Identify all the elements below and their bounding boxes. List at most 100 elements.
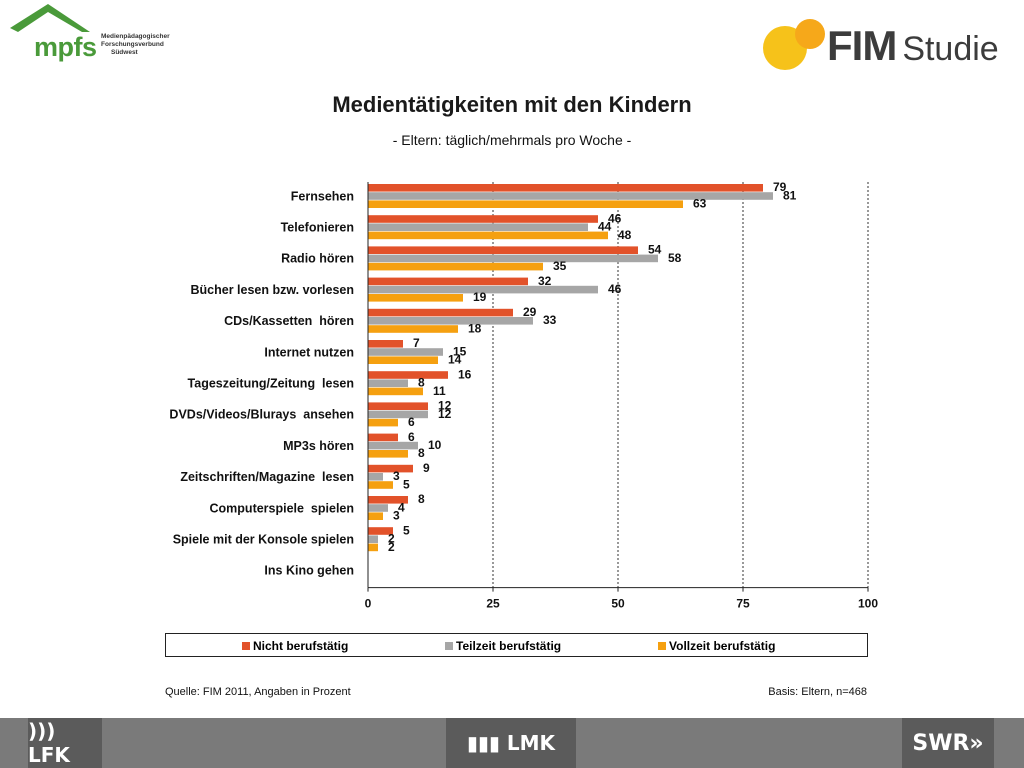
bar-chart: 798163Fernsehen464448Telefonieren545835R… bbox=[169, 180, 878, 611]
data-label: 29 bbox=[523, 305, 537, 319]
legend-swatch bbox=[445, 642, 453, 650]
bar bbox=[368, 433, 398, 442]
legend-label: Vollzeit berufstätig bbox=[669, 639, 776, 653]
bar bbox=[368, 441, 418, 450]
bar bbox=[368, 410, 428, 419]
bar bbox=[368, 262, 543, 271]
bar bbox=[368, 379, 408, 387]
bar bbox=[368, 325, 458, 333]
category-label: Radio hören bbox=[281, 252, 354, 266]
data-label: 35 bbox=[553, 259, 567, 273]
data-label: 8 bbox=[418, 446, 425, 460]
data-label: 44 bbox=[598, 220, 612, 234]
category-label: MP3s hören bbox=[283, 439, 354, 453]
category-label: Spiele mit der Konsole spielen bbox=[173, 533, 354, 547]
data-label: 9 bbox=[423, 461, 430, 475]
category-label: Fernsehen bbox=[291, 189, 354, 203]
data-label: 79 bbox=[773, 180, 787, 194]
data-label: 14 bbox=[448, 353, 462, 367]
bar bbox=[368, 496, 408, 504]
data-label: 10 bbox=[428, 438, 442, 452]
category-label: DVDs/Videos/Blurays ansehen bbox=[169, 408, 354, 422]
data-label: 33 bbox=[543, 313, 557, 327]
data-label: 6 bbox=[408, 415, 415, 429]
bar bbox=[368, 527, 393, 535]
bar bbox=[368, 200, 683, 208]
legend-swatch bbox=[658, 642, 666, 650]
legend-item-vollzeit-berufstaetig: Vollzeit berufstätig bbox=[658, 639, 775, 653]
data-label: 5 bbox=[403, 523, 410, 537]
chart-subtitle: - Eltern: täglich/mehrmals pro Woche - bbox=[392, 132, 632, 148]
category-label: CDs/Kassetten hören bbox=[224, 314, 354, 328]
chart-title: Medientätigkeiten mit den Kindern bbox=[332, 92, 692, 117]
bar bbox=[368, 535, 378, 543]
data-label: 6 bbox=[408, 430, 415, 444]
data-label: 5 bbox=[403, 477, 410, 491]
bar bbox=[368, 215, 598, 223]
legend-label: Teilzeit berufstätig bbox=[456, 639, 562, 653]
bar bbox=[368, 294, 463, 302]
bar bbox=[368, 543, 378, 552]
mpfs-roof-icon bbox=[10, 4, 90, 32]
category-label: Tageszeitung/Zeitung lesen bbox=[188, 377, 354, 391]
data-label: 8 bbox=[418, 492, 425, 506]
data-label: 15 bbox=[453, 344, 467, 358]
bar bbox=[368, 387, 423, 396]
bar bbox=[368, 418, 398, 427]
bar bbox=[368, 504, 388, 512]
lmk-logo: ▮▮▮ LMK bbox=[446, 718, 576, 768]
bar bbox=[368, 285, 598, 294]
data-label: 19 bbox=[473, 290, 487, 304]
bar bbox=[368, 402, 428, 410]
bar bbox=[368, 512, 383, 520]
data-label: 7 bbox=[413, 336, 420, 350]
mpfs-logo-subtitle: Medienpädagogischer Forschungsverbund Sü… bbox=[101, 33, 170, 56]
data-label: 3 bbox=[393, 509, 400, 523]
x-tick-label: 75 bbox=[736, 597, 750, 611]
legend-swatch bbox=[242, 642, 250, 650]
bar bbox=[368, 317, 533, 325]
legend-label: Nicht berufstätig bbox=[253, 639, 349, 653]
bar bbox=[368, 184, 763, 192]
bar bbox=[368, 308, 513, 317]
bar bbox=[368, 371, 448, 379]
x-tick-label: 50 bbox=[611, 597, 625, 611]
data-label: 2 bbox=[388, 532, 395, 546]
data-label: 48 bbox=[618, 228, 632, 242]
data-label: 54 bbox=[648, 243, 662, 257]
source-note: Quelle: FIM 2011, Angaben in Prozent bbox=[165, 686, 351, 698]
x-tick-label: 0 bbox=[365, 597, 372, 611]
legend-item-teilzeit-berufstaetig: Teilzeit berufstätig bbox=[445, 639, 561, 653]
bar bbox=[368, 356, 438, 364]
data-label: 32 bbox=[538, 274, 552, 288]
category-label: Internet nutzen bbox=[264, 345, 354, 359]
data-label: 2 bbox=[388, 540, 395, 554]
bar bbox=[368, 464, 413, 473]
bar bbox=[368, 481, 393, 489]
swr-logo: SWR» bbox=[902, 718, 994, 768]
category-label: Telefonieren bbox=[281, 221, 354, 235]
x-tick-label: 25 bbox=[486, 597, 500, 611]
data-label: 12 bbox=[438, 407, 452, 421]
lfk-logo: ))) LFK bbox=[28, 718, 102, 768]
bar bbox=[368, 277, 528, 286]
data-label: 12 bbox=[438, 399, 452, 413]
mpfs-logo-text: mpfs bbox=[34, 32, 97, 62]
fim-studie-logo: FIM Studie bbox=[760, 10, 1010, 72]
category-label: Bücher lesen bzw. vorlesen bbox=[191, 283, 354, 297]
category-label: Ins Kino gehen bbox=[264, 564, 354, 578]
swr-logo-text: SWR» bbox=[912, 730, 984, 756]
bar bbox=[368, 254, 658, 263]
bar bbox=[368, 246, 638, 254]
bar bbox=[368, 231, 608, 240]
bar bbox=[368, 348, 443, 356]
basis-note: Basis: Eltern, n=468 bbox=[768, 686, 867, 698]
chart-legend: Nicht berufstätig Teilzeit berufstätig V… bbox=[165, 633, 868, 657]
bar bbox=[368, 450, 408, 458]
lmk-logo-text: ▮▮▮ LMK bbox=[466, 731, 556, 755]
data-label: 46 bbox=[608, 211, 622, 225]
bar bbox=[368, 473, 383, 481]
data-label: 8 bbox=[418, 376, 425, 390]
bar bbox=[368, 340, 403, 348]
legend-item-nicht-berufstaetig: Nicht berufstätig bbox=[242, 639, 348, 653]
